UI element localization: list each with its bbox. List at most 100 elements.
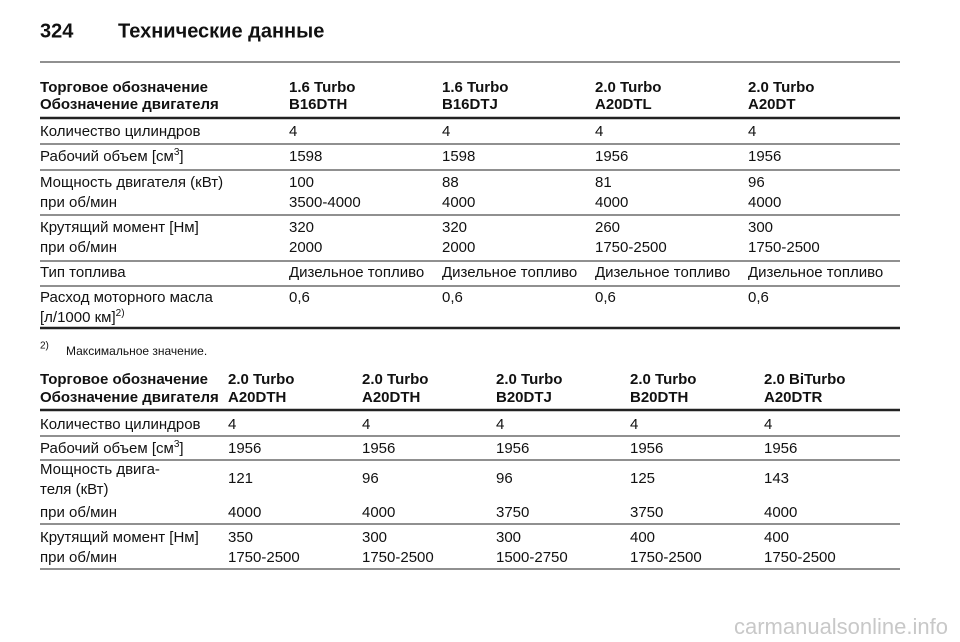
column-engine: A20DTH — [362, 389, 420, 406]
cell-value: 3500-4000 — [289, 194, 361, 211]
row-label-text: Мощность двига- — [40, 461, 160, 478]
row-label: при об/мин — [40, 194, 117, 211]
cell-value: 1750-2500 — [748, 239, 820, 256]
column-trade: 2.0 Turbo — [496, 371, 562, 388]
cell-value: 400 — [764, 529, 789, 546]
header-label: Торговое обозначение — [40, 371, 208, 388]
cell-value: 0,6 — [289, 289, 310, 306]
row-label-text: Крутящий момент [Нм] — [40, 219, 199, 236]
row-label: теля (кВт) — [40, 481, 109, 498]
cell-value: 121 — [228, 470, 253, 487]
cell-value: 0,6 — [748, 289, 769, 306]
page-number: 324 — [40, 20, 74, 42]
row-label: Крутящий момент [Нм] — [40, 529, 199, 546]
cell-value: 1956 — [496, 440, 529, 457]
cell-value: 4000 — [764, 504, 797, 521]
cell-value: 4 — [362, 416, 370, 433]
cell-value: 0,6 — [442, 289, 463, 306]
row-label-end: ] — [179, 148, 183, 165]
header-label: Обозначение двигателя — [40, 389, 219, 406]
row-label-text: при об/мин — [40, 549, 117, 566]
column-engine: B16DTJ — [442, 96, 498, 113]
cell-value: 1956 — [630, 440, 663, 457]
column-engine: A20DTR — [764, 389, 823, 406]
cell-value: 4 — [748, 123, 756, 140]
column-engine: A20DTH — [228, 389, 286, 406]
cell-value: Дизельное топливо — [289, 264, 424, 281]
row-label-text: Количество цилиндров — [40, 123, 201, 140]
cell-value: 96 — [362, 470, 379, 487]
cell-value: 96 — [748, 174, 765, 191]
cell-value: 4000 — [442, 194, 475, 211]
row-label-sup: 2) — [116, 308, 125, 319]
row-label: Расход моторного масла — [40, 289, 214, 306]
column-engine: B20DTJ — [496, 389, 552, 406]
row-label-text: Рабочий объем [см — [40, 440, 174, 457]
cell-value: 1956 — [228, 440, 261, 457]
row-label: Рабочий объем [см3] — [40, 147, 184, 165]
cell-value: 4 — [595, 123, 603, 140]
row-label: Крутящий момент [Нм] — [40, 219, 199, 236]
column-trade: 2.0 Turbo — [362, 371, 428, 388]
row-label-text: Расход моторного масла — [40, 289, 214, 306]
cell-value: 4000 — [362, 504, 395, 521]
cell-value: 1750-2500 — [595, 239, 667, 256]
row-label-text: при об/мин — [40, 239, 117, 256]
column-engine: A20DTL — [595, 96, 652, 113]
cell-value: 4 — [764, 416, 772, 433]
cell-value: 320 — [442, 219, 467, 236]
cell-value: 1500-2750 — [496, 549, 568, 566]
cell-value: 1750-2500 — [630, 549, 702, 566]
column-trade: 2.0 BiTurbo — [764, 371, 845, 388]
row-label: при об/мин — [40, 504, 117, 521]
cell-value: 1956 — [595, 148, 628, 165]
row-label-text: Тип топлива — [40, 264, 126, 281]
cell-value: 1598 — [442, 148, 475, 165]
column-trade: 2.0 Turbo — [630, 371, 696, 388]
cell-value: 4 — [630, 416, 638, 433]
cell-value: 4 — [228, 416, 236, 433]
row-label: при об/мин — [40, 239, 117, 256]
cell-value: 1750-2500 — [362, 549, 434, 566]
column-trade: 2.0 Turbo — [748, 79, 814, 96]
row-label: Мощность двига- — [40, 461, 160, 478]
cell-value: 100 — [289, 174, 314, 191]
cell-value: 300 — [496, 529, 521, 546]
cell-value: 4000 — [748, 194, 781, 211]
row-label-sup: 3 — [174, 439, 180, 450]
footnote-mark: 2) — [40, 341, 49, 352]
cell-value: 143 — [764, 470, 789, 487]
row-label: Рабочий объем [см3] — [40, 439, 184, 457]
cell-value: 320 — [289, 219, 314, 236]
page-title: Технические данные — [118, 20, 324, 42]
cell-value: 1956 — [764, 440, 797, 457]
cell-value: Дизельное топливо — [442, 264, 577, 281]
header-label: Обозначение двигателя — [40, 96, 219, 113]
row-label-sup: 3 — [174, 147, 180, 158]
row-label: при об/мин — [40, 549, 117, 566]
row-label: [л/1000 км]2) — [40, 308, 125, 326]
cell-value: 1598 — [289, 148, 322, 165]
cell-value: 3750 — [630, 504, 663, 521]
row-label-text: Рабочий объем [см — [40, 148, 174, 165]
cell-value: 2000 — [442, 239, 475, 256]
cell-value: 1956 — [748, 148, 781, 165]
cell-value: 4 — [496, 416, 504, 433]
cell-value: 88 — [442, 174, 459, 191]
row-label-text: Количество цилиндров — [40, 416, 201, 433]
row-label: Тип топлива — [40, 264, 126, 281]
cell-value: 350 — [228, 529, 253, 546]
cell-value: Дизельное топливо — [595, 264, 730, 281]
cell-value: 4000 — [228, 504, 261, 521]
column-engine: A20DT — [748, 96, 796, 113]
column-trade: 2.0 Turbo — [595, 79, 661, 96]
column-trade: 1.6 Turbo — [442, 79, 508, 96]
cell-value: 125 — [630, 470, 655, 487]
row-label-text: Крутящий момент [Нм] — [40, 529, 199, 546]
cell-value: 1750-2500 — [228, 549, 300, 566]
row-label-text: [л/1000 км] — [40, 309, 116, 326]
cell-value: 3750 — [496, 504, 529, 521]
row-label: Количество цилиндров — [40, 416, 201, 433]
watermark: carmanualsonline.info — [734, 614, 948, 639]
row-label-text: при об/мин — [40, 194, 117, 211]
